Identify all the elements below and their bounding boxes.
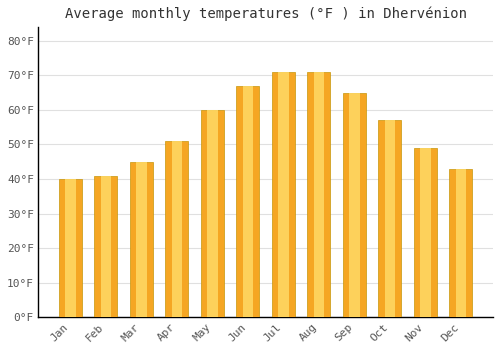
Bar — [130, 162, 153, 317]
Bar — [236, 86, 260, 317]
Bar — [201, 110, 224, 317]
Bar — [272, 72, 295, 317]
Bar — [384, 120, 395, 317]
Bar — [414, 148, 437, 317]
Bar — [136, 162, 146, 317]
Bar — [378, 120, 402, 317]
Bar — [420, 148, 430, 317]
Bar — [314, 72, 324, 317]
Bar — [349, 92, 360, 317]
Bar — [308, 72, 330, 317]
Bar — [207, 110, 218, 317]
Bar — [59, 179, 82, 317]
Title: Average monthly temperatures (°F ) in Dhervénion: Average monthly temperatures (°F ) in Dh… — [64, 7, 466, 21]
Bar — [65, 179, 76, 317]
Bar — [242, 86, 253, 317]
Bar — [343, 92, 366, 317]
Bar — [450, 169, 472, 317]
Bar — [94, 176, 118, 317]
Bar — [166, 141, 188, 317]
Bar — [278, 72, 288, 317]
Bar — [172, 141, 182, 317]
Bar — [100, 176, 111, 317]
Bar — [456, 169, 466, 317]
